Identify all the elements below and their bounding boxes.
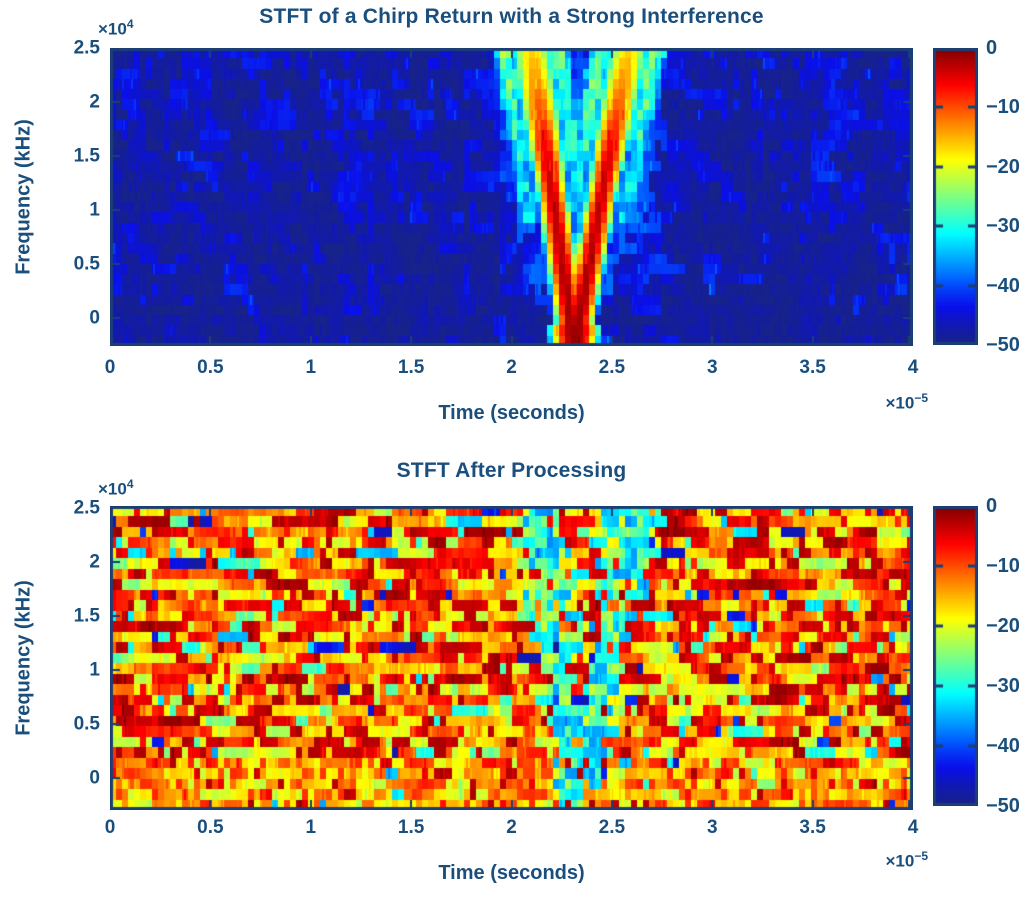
x-tick-label: 3.5 <box>799 817 826 838</box>
x-tick-label: 1 <box>305 357 317 378</box>
x-tick-label: 2 <box>506 357 517 378</box>
colorbar-tick-label: −20 <box>986 155 1020 178</box>
colorbar-tick-label: −30 <box>986 215 1020 238</box>
x-tick-label: 4 <box>907 817 919 838</box>
y-axis-label: Frequency (kHz) <box>12 580 35 736</box>
colorbar-tick-label: −50 <box>986 334 1020 356</box>
colorbar-tick-label: −10 <box>986 555 1020 577</box>
spectrogram-canvas <box>110 506 913 810</box>
y-tick-label: 2 <box>89 551 100 573</box>
x-axis-multiplier: ×10−5 <box>885 391 928 413</box>
x-axis-label: Time (seconds) <box>438 862 585 884</box>
y-tick-label: 1.5 <box>73 605 100 627</box>
y-axis-multiplier: ×104 <box>98 477 134 499</box>
y-tick-label: 0 <box>89 767 100 789</box>
x-tick-label: 0.5 <box>197 817 224 838</box>
y-axis-label: Frequency (kHz) <box>12 119 35 275</box>
x-tick-label: 1.5 <box>397 817 425 838</box>
y-tick-label: 0 <box>89 307 100 329</box>
colorbar-canvas <box>933 48 978 345</box>
colorbar-tick-label: −40 <box>986 274 1020 297</box>
chart-title: STFT After Processing <box>396 459 627 482</box>
colorbar-tick-label: −30 <box>986 675 1020 697</box>
colorbar-tick-label: 0 <box>986 495 998 517</box>
colorbar-tick-label: −10 <box>986 96 1020 119</box>
x-tick-label: 3.5 <box>799 357 826 378</box>
x-axis-multiplier: ×10−5 <box>885 849 928 871</box>
y-tick-label: 2.5 <box>73 497 100 519</box>
y-tick-label: 2.5 <box>73 37 100 59</box>
y-tick-label: 0.5 <box>73 253 100 275</box>
x-tick-label: 2.5 <box>598 357 626 378</box>
x-tick-label: 3 <box>706 357 718 378</box>
colorbar-tick-label: 0 <box>986 37 998 59</box>
x-tick-label: 1.5 <box>397 357 425 378</box>
x-tick-label: 3 <box>706 817 718 838</box>
x-tick-label: 0 <box>104 357 116 378</box>
colorbar-tick-label: −40 <box>986 735 1020 757</box>
x-tick-label: 0.5 <box>197 357 224 378</box>
x-tick-label: 4 <box>907 357 919 378</box>
y-tick-label: 2 <box>89 91 100 113</box>
y-tick-label: 0.5 <box>73 713 100 735</box>
colorbar-canvas <box>933 506 978 806</box>
x-tick-label: 1 <box>305 817 317 838</box>
x-tick-label: 2.5 <box>598 817 626 838</box>
x-tick-label: 0 <box>104 817 116 838</box>
colorbar-tick-label: −50 <box>986 795 1020 817</box>
y-tick-label: 1 <box>89 659 100 681</box>
y-axis-multiplier: ×104 <box>98 17 134 39</box>
colorbar-tick-label: −20 <box>986 615 1020 637</box>
chart-title: STFT of a Chirp Return with a Strong Int… <box>259 5 764 28</box>
y-tick-label: 1 <box>89 199 100 221</box>
x-axis-label: Time (seconds) <box>438 402 585 424</box>
y-tick-label: 1.5 <box>73 145 100 167</box>
x-tick-label: 2 <box>506 817 517 838</box>
spectrogram-canvas <box>110 48 913 346</box>
